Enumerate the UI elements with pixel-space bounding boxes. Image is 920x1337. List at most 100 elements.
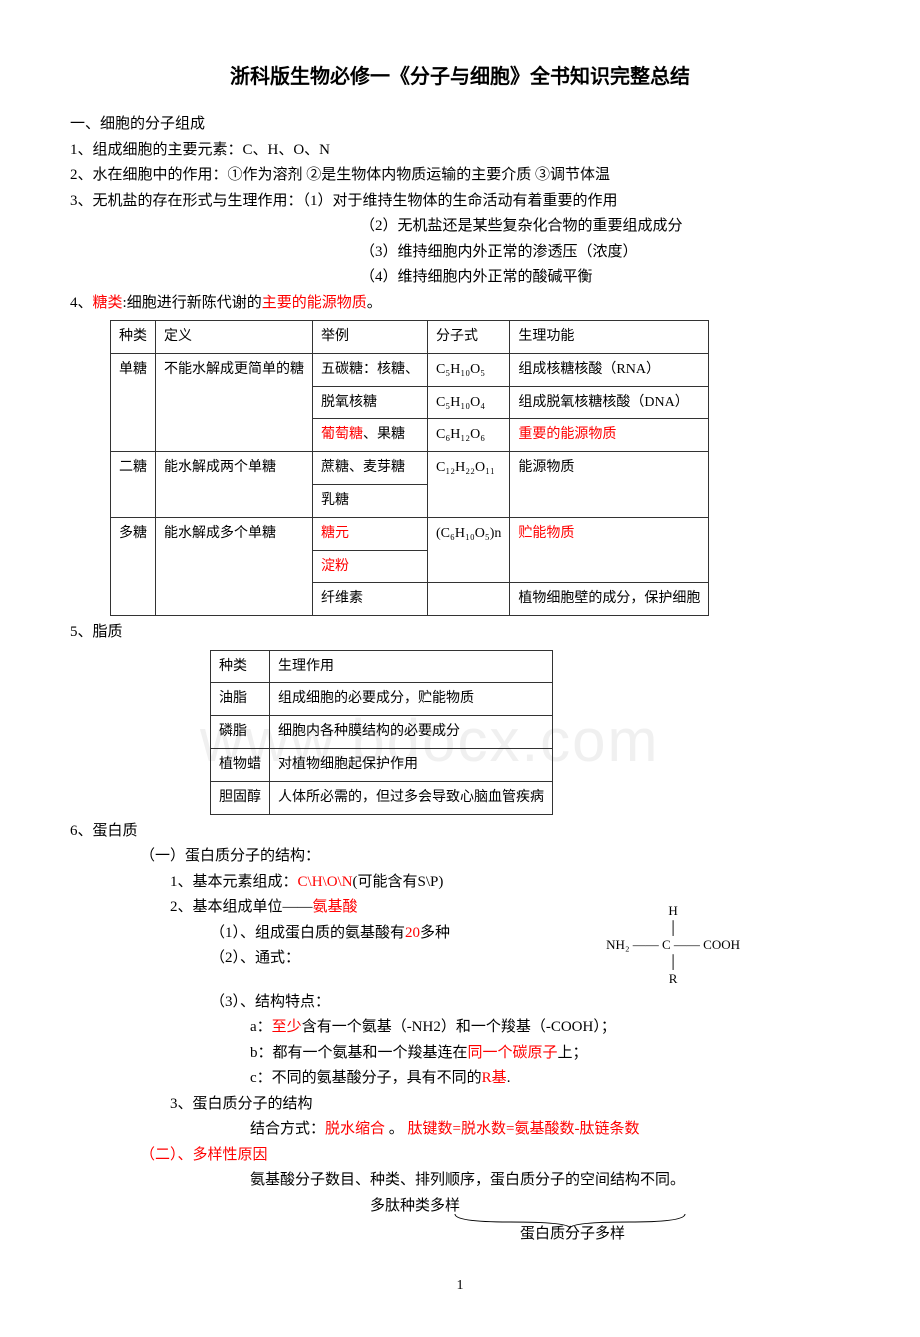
text-line: 5、脂质 xyxy=(70,620,850,646)
highlight: 葡萄糖 xyxy=(321,427,363,442)
cell: 能源物质 xyxy=(510,452,709,518)
highlight: 糖类 xyxy=(93,295,123,311)
table-row: 单糖 不能水解成更简单的糖 五碳糖：核糖、 C₅H₁₀O₅ 组成核糖核酸（RNA… xyxy=(111,353,709,386)
cell: C₅H₁₀O₅ xyxy=(428,353,510,386)
table-row: 磷脂细胞内各种膜结构的必要成分 xyxy=(211,716,553,749)
cell: 能水解成两个单糖 xyxy=(156,452,313,518)
highlight: 糖元 xyxy=(321,526,349,541)
highlight: 重要的能源物质 xyxy=(518,427,616,442)
formula-bond: │ xyxy=(606,920,740,937)
text-line: 6、蛋白质 xyxy=(70,819,850,845)
highlight: 贮能物质 xyxy=(518,526,574,541)
text-line: 结合方式：脱水缩合 。 肽键数=脱水数=氨基酸数-肽链条数 xyxy=(250,1117,850,1143)
cell: 淀粉 xyxy=(313,550,428,583)
table-row: 胆固醇人体所必需的，但过多会导致心脑血管疾病 xyxy=(211,781,553,814)
highlight: 主要的能源物质 xyxy=(262,295,367,311)
cell: 组成细胞的必要成分，贮能物质 xyxy=(270,683,553,716)
col-header: 分子式 xyxy=(428,321,510,354)
cell: 人体所必需的，但过多会导致心脑血管疾病 xyxy=(270,781,553,814)
text-line: 1、组成细胞的主要元素：C、H、O、N xyxy=(70,138,850,164)
page-title: 浙科版生物必修一《分子与细胞》全书知识完整总结 xyxy=(70,60,850,94)
highlight: 肽键数=脱水数=氨基酸数-肽链条数 xyxy=(408,1121,640,1137)
text-line: （1）、组成蛋白质的氨基酸有20多种 xyxy=(210,921,850,947)
highlight: 脱水缩合 xyxy=(325,1121,385,1137)
cell xyxy=(428,583,510,616)
cell: 对植物细胞起保护作用 xyxy=(270,749,553,782)
cell: 植物细胞壁的成分，保护细胞 xyxy=(510,583,709,616)
text-line: （2）无机盐还是某些复杂化合物的重要组成成分 xyxy=(360,214,850,240)
formula-bond: │ xyxy=(606,954,740,971)
formula-bot: R xyxy=(606,971,740,988)
table-header-row: 种类 生理作用 xyxy=(211,650,553,683)
highlight: 氨基酸 xyxy=(313,899,358,915)
table-row: 二糖 能水解成两个单糖 蔗糖、麦芽糖 C₁₂H₂₂O₁₁ 能源物质 xyxy=(111,452,709,485)
amino-acid-formula: H │ NH₂ —— C —— COOH │ R xyxy=(606,903,740,987)
cell: 能水解成多个单糖 xyxy=(156,517,313,615)
col-header: 生理功能 xyxy=(510,321,709,354)
text-line: c：不同的氨基酸分子，具有不同的R基. xyxy=(250,1066,850,1092)
cell: 组成脱氧核糖核酸（DNA） xyxy=(510,386,709,419)
cell: 多糖 xyxy=(111,517,156,615)
cell: 组成核糖核酸（RNA） xyxy=(510,353,709,386)
cell: 植物蜡 xyxy=(211,749,270,782)
cell: 贮能物质 xyxy=(510,517,709,583)
text-line: a：至少含有一个氨基（-NH2）和一个羧基（-COOH）； xyxy=(250,1015,850,1041)
highlight: C\H\O\N xyxy=(298,874,353,890)
text-line: （4）维持细胞内外正常的酸碱平衡 xyxy=(360,265,850,291)
col-header: 定义 xyxy=(156,321,313,354)
text-line: 2、基本组成单位——氨基酸 xyxy=(170,895,850,921)
text-line: 4、糖类:细胞进行新陈代谢的主要的能源物质。 xyxy=(70,291,850,317)
cell: C₆H₁₂O₆ xyxy=(428,419,510,452)
text-line: 3、蛋白质分子的结构 xyxy=(170,1092,850,1118)
text-line: 3、无机盐的存在形式与生理作用：（1）对于维持生物体的生命活动有着重要的作用 xyxy=(70,189,850,215)
highlight: 同一个碳原子 xyxy=(468,1045,558,1061)
cell: 磷脂 xyxy=(211,716,270,749)
text-line: （3）维持细胞内外正常的渗透压（浓度） xyxy=(360,240,850,266)
col-header: 种类 xyxy=(111,321,156,354)
lipid-table: 种类 生理作用 油脂组成细胞的必要成分，贮能物质 磷脂细胞内各种膜结构的必要成分… xyxy=(210,650,553,815)
table-row: 油脂组成细胞的必要成分，贮能物质 xyxy=(211,683,553,716)
cell: (C₆H₁₀O₅)n xyxy=(428,517,510,583)
formula-mid: NH₂ —— C —— COOH xyxy=(606,937,740,954)
brace-label-top: 多肽种类多样 xyxy=(370,1194,460,1220)
cell: C₅H₁₀O₄ xyxy=(428,386,510,419)
col-header: 举例 xyxy=(313,321,428,354)
cell: 蔗糖、麦芽糖 xyxy=(313,452,428,485)
table-header-row: 种类 定义 举例 分子式 生理功能 xyxy=(111,321,709,354)
cell: 糖元 xyxy=(313,517,428,550)
text-line: b：都有一个氨基和一个羧基连在同一个碳原子上； xyxy=(250,1041,850,1067)
cell: 纤维素 xyxy=(313,583,428,616)
cell: 五碳糖：核糖、 xyxy=(313,353,428,386)
brace-label-bottom: 蛋白质分子多样 xyxy=(520,1222,625,1248)
col-header: 生理作用 xyxy=(270,650,553,683)
col-header: 种类 xyxy=(211,650,270,683)
cell: 不能水解成更简单的糖 xyxy=(156,353,313,451)
page-number: 1 xyxy=(70,1274,850,1298)
cell: 单糖 xyxy=(111,353,156,451)
section-heading: 一、细胞的分子组成 xyxy=(70,112,850,138)
formula-top: H xyxy=(606,903,740,920)
cell: 二糖 xyxy=(111,452,156,518)
highlight: 20 xyxy=(405,925,420,941)
highlight: 至少 xyxy=(272,1019,302,1035)
text-line: （一）蛋白质分子的结构： xyxy=(140,844,850,870)
highlight: 淀粉 xyxy=(321,559,349,574)
highlight: R基 xyxy=(482,1070,507,1086)
cell: 乳糖 xyxy=(313,484,428,517)
table-row: 植物蜡对植物细胞起保护作用 xyxy=(211,749,553,782)
cell: 细胞内各种膜结构的必要成分 xyxy=(270,716,553,749)
cell: 重要的能源物质 xyxy=(510,419,709,452)
cell: 胆固醇 xyxy=(211,781,270,814)
text-line: 2、水在细胞中的作用：①作为溶剂 ②是生物体内物质运输的主要介质 ③调节体温 xyxy=(70,163,850,189)
text-line: （二）、多样性原因 xyxy=(140,1143,850,1169)
table-row: 多糖 能水解成多个单糖 糖元 (C₆H₁₀O₅)n 贮能物质 xyxy=(111,517,709,550)
text-line: （3）、结构特点： xyxy=(210,990,850,1016)
cell: C₁₂H₂₂O₁₁ xyxy=(428,452,510,518)
cell: 油脂 xyxy=(211,683,270,716)
cell: 脱氧核糖 xyxy=(313,386,428,419)
text-line: 氨基酸分子数目、种类、排列顺序，蛋白质分子的空间结构不同。 xyxy=(250,1168,850,1194)
brace-diagram: 多肽种类多样 蛋白质分子多样 xyxy=(320,1194,850,1244)
sugar-table: 种类 定义 举例 分子式 生理功能 单糖 不能水解成更简单的糖 五碳糖：核糖、 … xyxy=(110,320,709,616)
text-line: 1、基本元素组成：C\H\O\N(可能含有S\P) xyxy=(170,870,850,896)
cell: 葡萄糖、果糖 xyxy=(313,419,428,452)
